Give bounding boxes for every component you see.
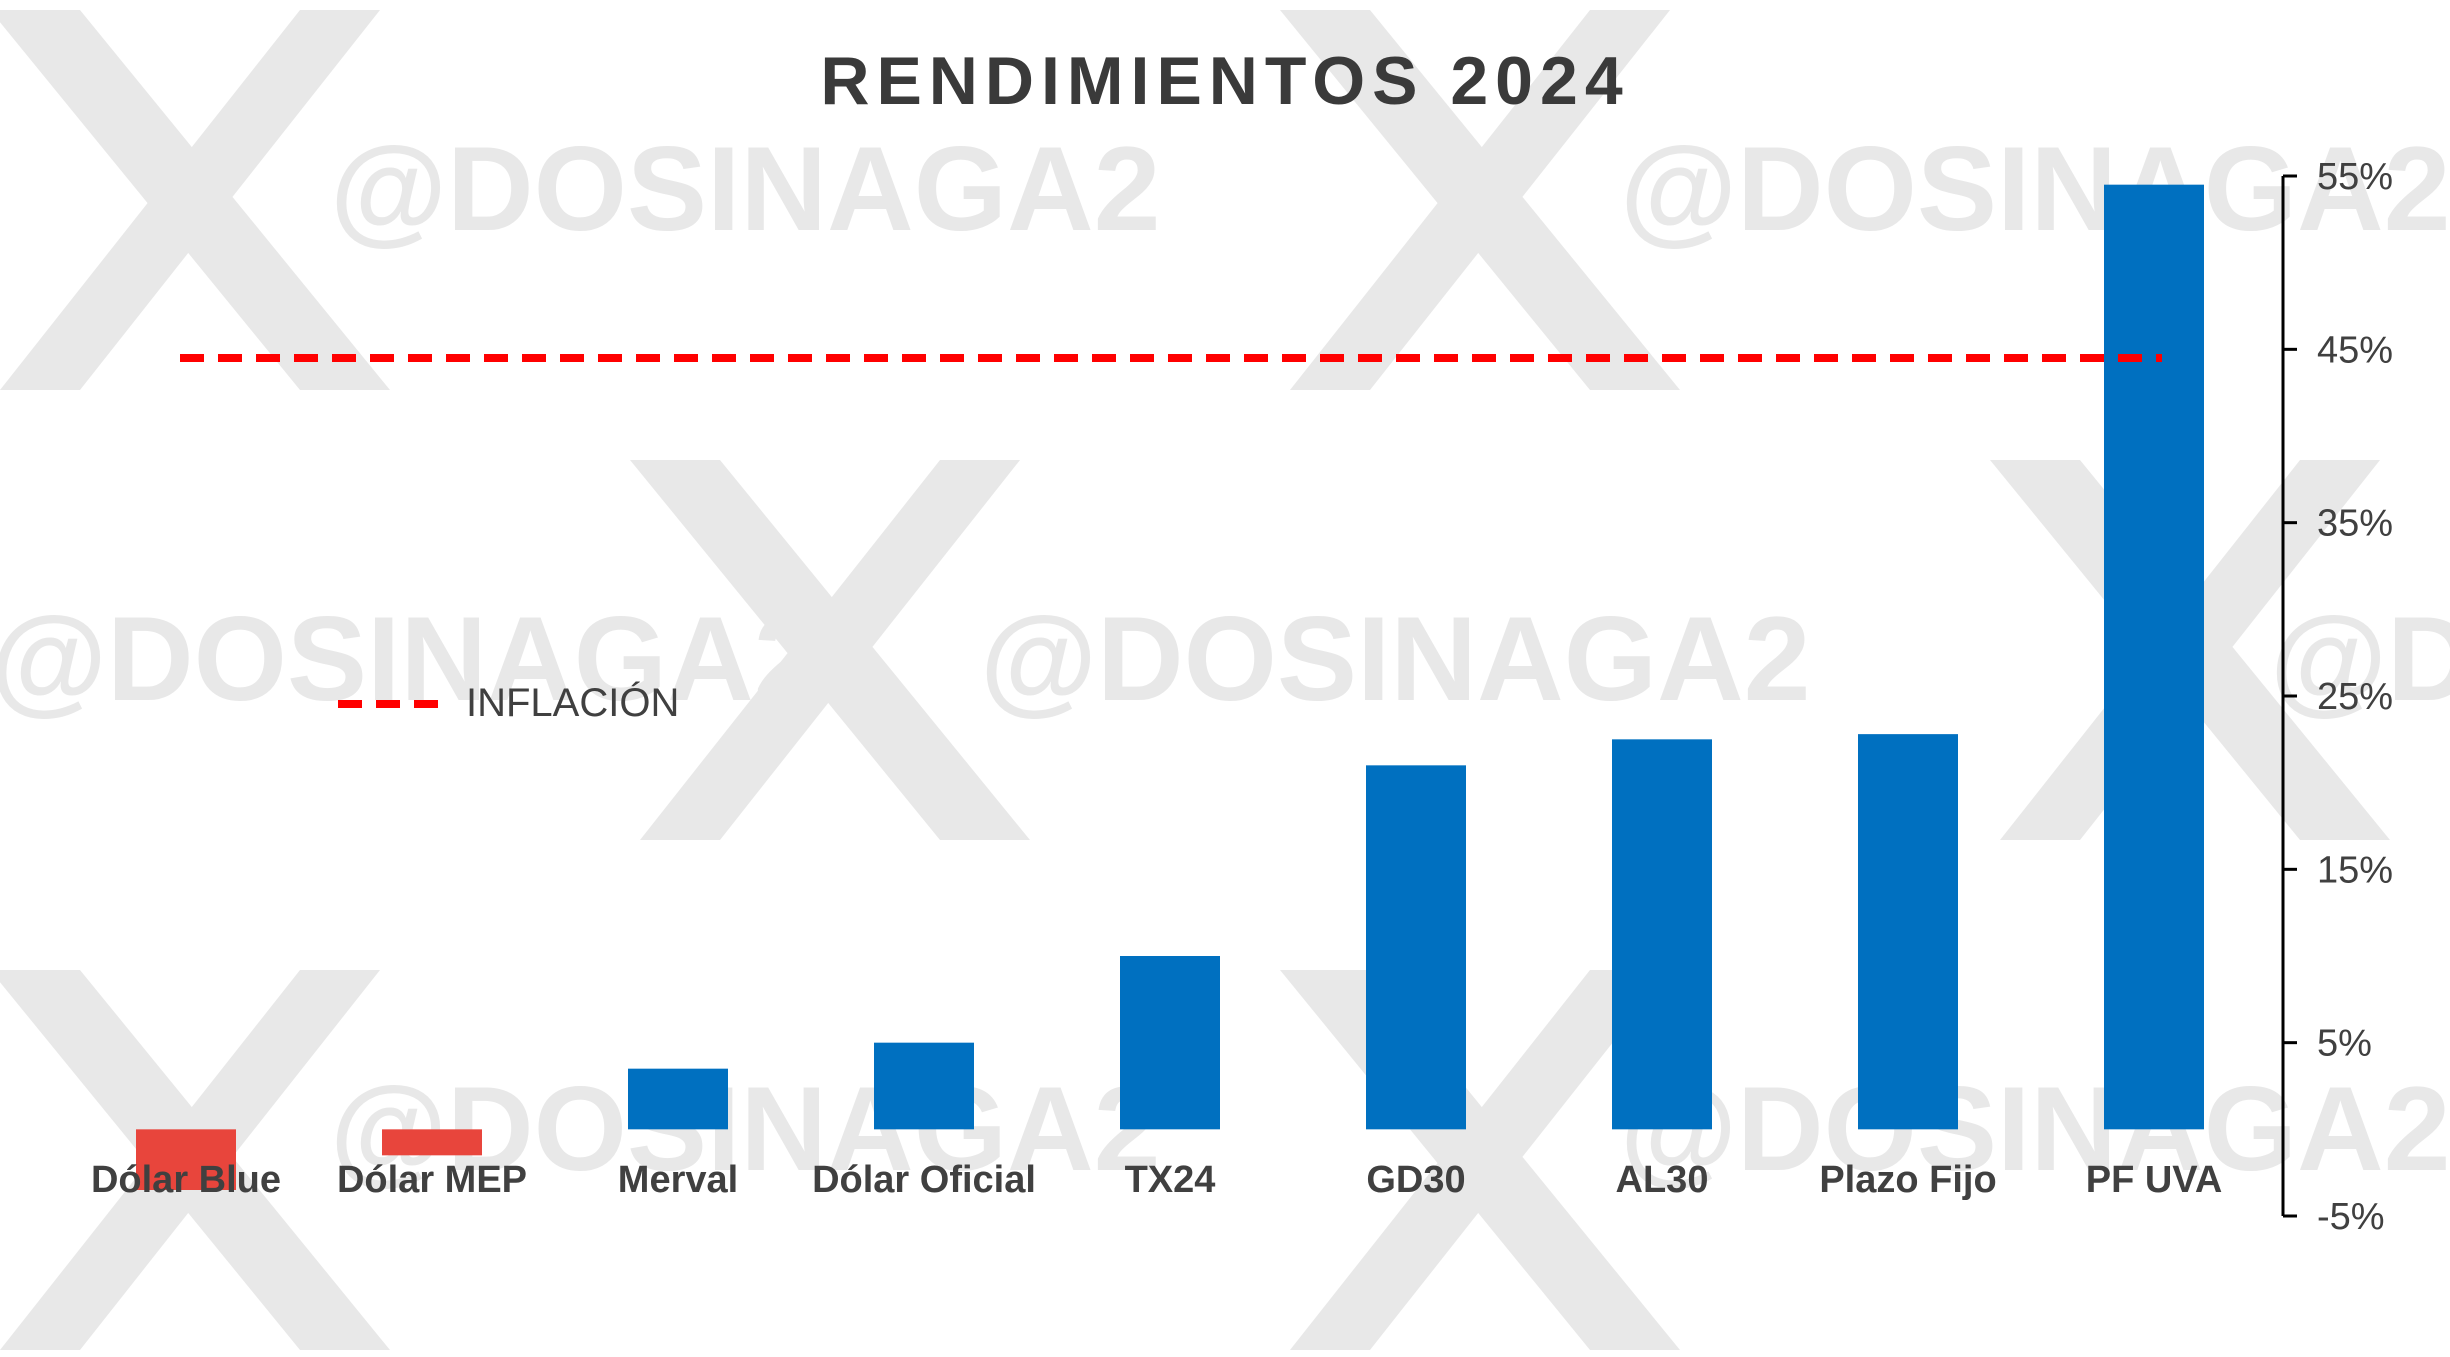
bar-gd30: [1366, 765, 1466, 1130]
legend-label-inflation: INFLACIÓN: [466, 680, 679, 725]
y-tick-label: 35%: [2317, 503, 2393, 545]
category-label: Dólar MEP: [337, 1159, 527, 1201]
category-label: Merval: [618, 1159, 738, 1201]
legend: INFLACIÓN: [338, 680, 679, 725]
category-label: Dólar Blue: [91, 1159, 281, 1201]
category-label: PF UVA: [2086, 1159, 2223, 1201]
bar-pf-uva: [2104, 184, 2204, 1130]
y-tick-label: 25%: [2317, 676, 2393, 718]
bar-al30: [1612, 739, 1712, 1130]
y-tick-label: 45%: [2317, 329, 2393, 371]
bar-tx24: [1120, 956, 1220, 1130]
chart-title: RENDIMIENTOS 2024: [820, 43, 1630, 119]
bar-dólar-blue: [136, 1129, 236, 1190]
category-label: Plazo Fijo: [1819, 1159, 1996, 1201]
y-tick-label: -5%: [2317, 1196, 2385, 1238]
y-tick-label: 15%: [2317, 849, 2393, 891]
category-label: TX24: [1125, 1159, 1216, 1201]
bar-dólar-oficial: [874, 1042, 974, 1130]
y-tick-label: 55%: [2317, 156, 2393, 198]
bar-dólar-mep: [382, 1129, 482, 1156]
category-label: Dólar Oficial: [812, 1159, 1036, 1201]
category-label: AL30: [1616, 1159, 1709, 1201]
category-label: GD30: [1366, 1159, 1465, 1201]
bar-plazo-fijo: [1858, 734, 1958, 1130]
y-tick-label: 5%: [2317, 1023, 2372, 1065]
bar-merval: [628, 1068, 728, 1130]
